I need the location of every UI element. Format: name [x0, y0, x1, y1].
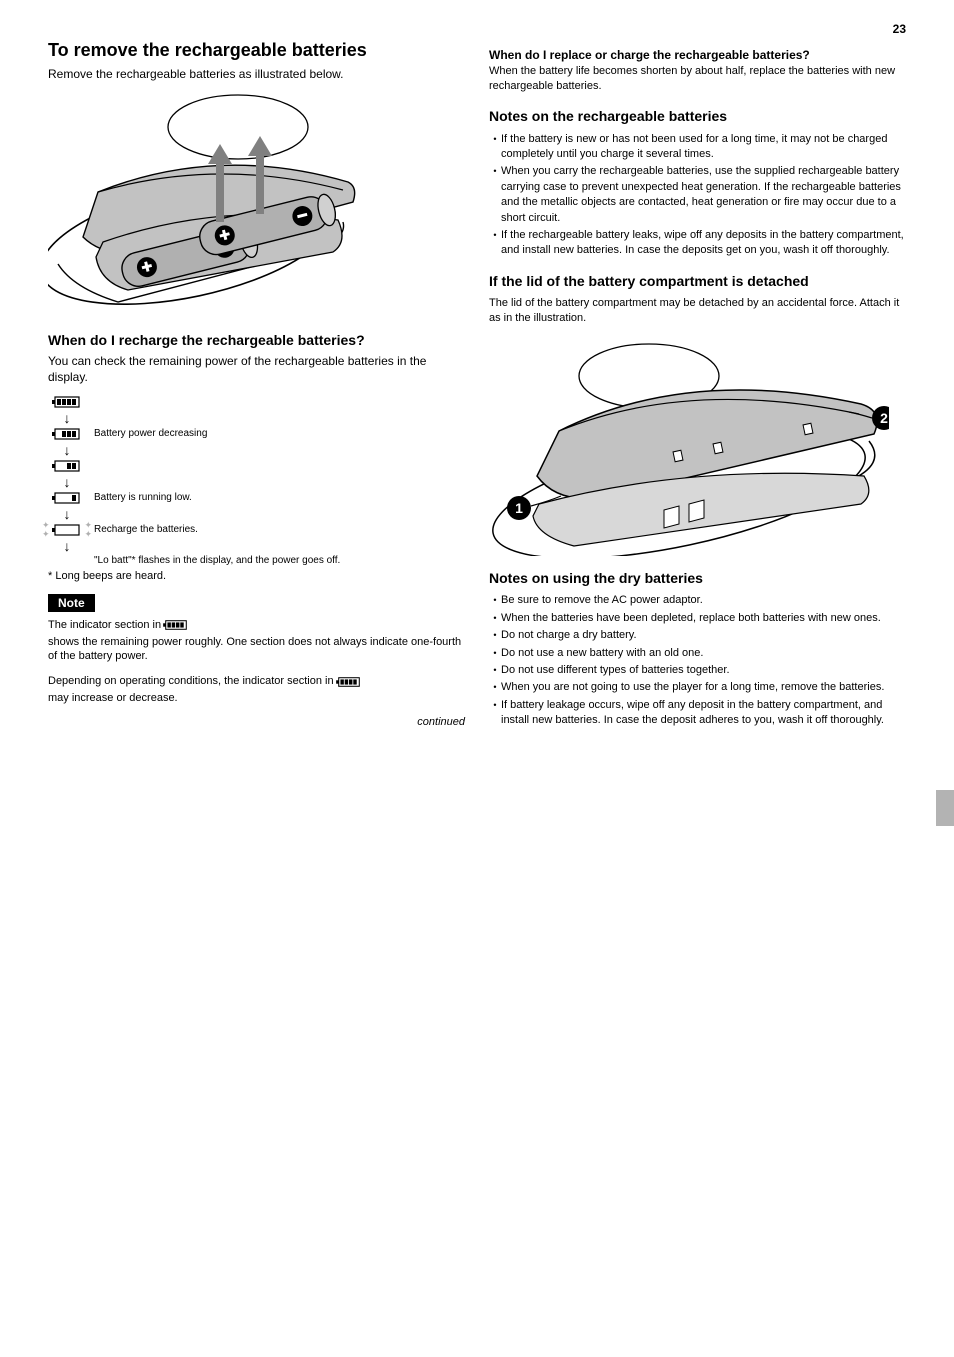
note-body-2: Depending on operating conditions, the i…	[48, 674, 465, 706]
battery-icon-inline	[163, 619, 189, 631]
svg-text:2: 2	[880, 410, 888, 426]
lid-detached-title: If the lid of the battery compartment is…	[489, 273, 906, 291]
remove-batteries-text: Remove the rechargeable batteries as ill…	[48, 66, 465, 82]
continued-label: continued	[48, 716, 465, 728]
battery-level-sequence: ↓ Battery power decreasing ↓ ↓ Battery i…	[48, 395, 465, 567]
note-label: Note	[48, 594, 95, 612]
page-number: 23	[893, 22, 906, 36]
battery-level-empty-flash: ✦ ✦ ✦ ✦ Recharge the batteries.	[48, 523, 465, 537]
lid-attach-illustration: 1 2	[489, 336, 889, 556]
battery-level-3: Battery power decreasing	[48, 427, 465, 441]
battery-level-full	[48, 395, 465, 409]
arrow-down-icon: ↓	[48, 539, 86, 553]
when-replace-body: When the battery life becomes shorten by…	[489, 64, 906, 94]
battery-level-1: Battery is running low.	[48, 491, 465, 505]
manual-page: 23 To remove the rechargeable batteries …	[0, 0, 954, 1357]
battery-icon-4	[52, 395, 82, 409]
section-title-remove-batteries: To remove the rechargeable batteries	[48, 40, 465, 62]
when-recharge-body: You can check the remaining power of the…	[48, 353, 465, 385]
arrow-down-icon: ↓	[48, 443, 86, 457]
right-column: When do I replace or charge the recharge…	[489, 40, 906, 739]
battery-icon-1	[52, 491, 82, 505]
remove-batteries-illustration	[48, 92, 368, 322]
notes-rechargeable-title: Notes on the rechargeable batteries	[489, 108, 906, 126]
battery-icon-2	[52, 459, 82, 473]
battery-icon-empty-flash	[52, 523, 82, 537]
notes-rechargeable-list: •If the battery is new or has not been u…	[489, 132, 906, 259]
notes-dry-batteries-title: Notes on using the dry batteries	[489, 570, 906, 588]
when-replace-title: When do I replace or charge the recharge…	[489, 48, 906, 62]
footnote-beeps: * Long beeps are heard.	[48, 569, 465, 584]
arrow-down-icon: ↓	[48, 475, 86, 489]
battery-icon-inline-2	[336, 676, 362, 688]
arrow-down-icon: ↓	[48, 507, 86, 521]
svg-text:1: 1	[515, 500, 523, 516]
notes-dry-batteries-list: •Be sure to remove the AC power adaptor.…	[489, 593, 906, 728]
note-body-1: The indicator section in shows the remai…	[48, 618, 465, 665]
side-tab	[936, 790, 954, 826]
arrow-down-icon: ↓	[48, 411, 86, 425]
battery-icon-3	[52, 427, 82, 441]
battery-lo-batt: "Lo batt"* flashes in the display, and t…	[48, 555, 465, 567]
left-column: To remove the rechargeable batteries Rem…	[48, 40, 465, 739]
battery-level-2	[48, 459, 465, 473]
when-recharge-title: When do I recharge the rechargeable batt…	[48, 332, 465, 349]
lid-detached-body: The lid of the battery compartment may b…	[489, 296, 906, 326]
